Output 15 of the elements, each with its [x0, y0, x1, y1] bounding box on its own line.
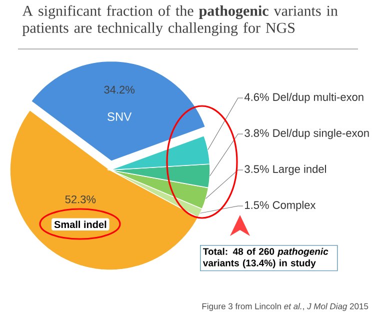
data-label: 1.5%	[245, 201, 269, 209]
slice-label: Large indel	[273, 164, 326, 176]
caption: Figure 3 from Lincoln et al., J Mol Diag 2015	[202, 303, 368, 311]
data-label: 52.3%	[65, 195, 96, 204]
slice-label: Del/dup multi-exon	[273, 92, 364, 104]
data-label: 3.5%	[244, 165, 269, 173]
slice-label: Del/dup single-exon	[273, 128, 369, 140]
chart-title: A significant fraction of the pathogenic variants in patients are technically challenging for NGS	[22, 5, 338, 36]
slice-label: SNV	[108, 112, 132, 121]
data-label: 34.2%	[104, 86, 135, 94]
slice-label: Small indel	[54, 220, 106, 228]
data-label: 3.8%	[244, 129, 269, 137]
slice-label: Complex	[272, 200, 316, 212]
text: Total: 48 of 260 pathogenic variants (13.4%) in study	[202, 248, 328, 268]
data-label: 4.6%	[244, 93, 269, 101]
